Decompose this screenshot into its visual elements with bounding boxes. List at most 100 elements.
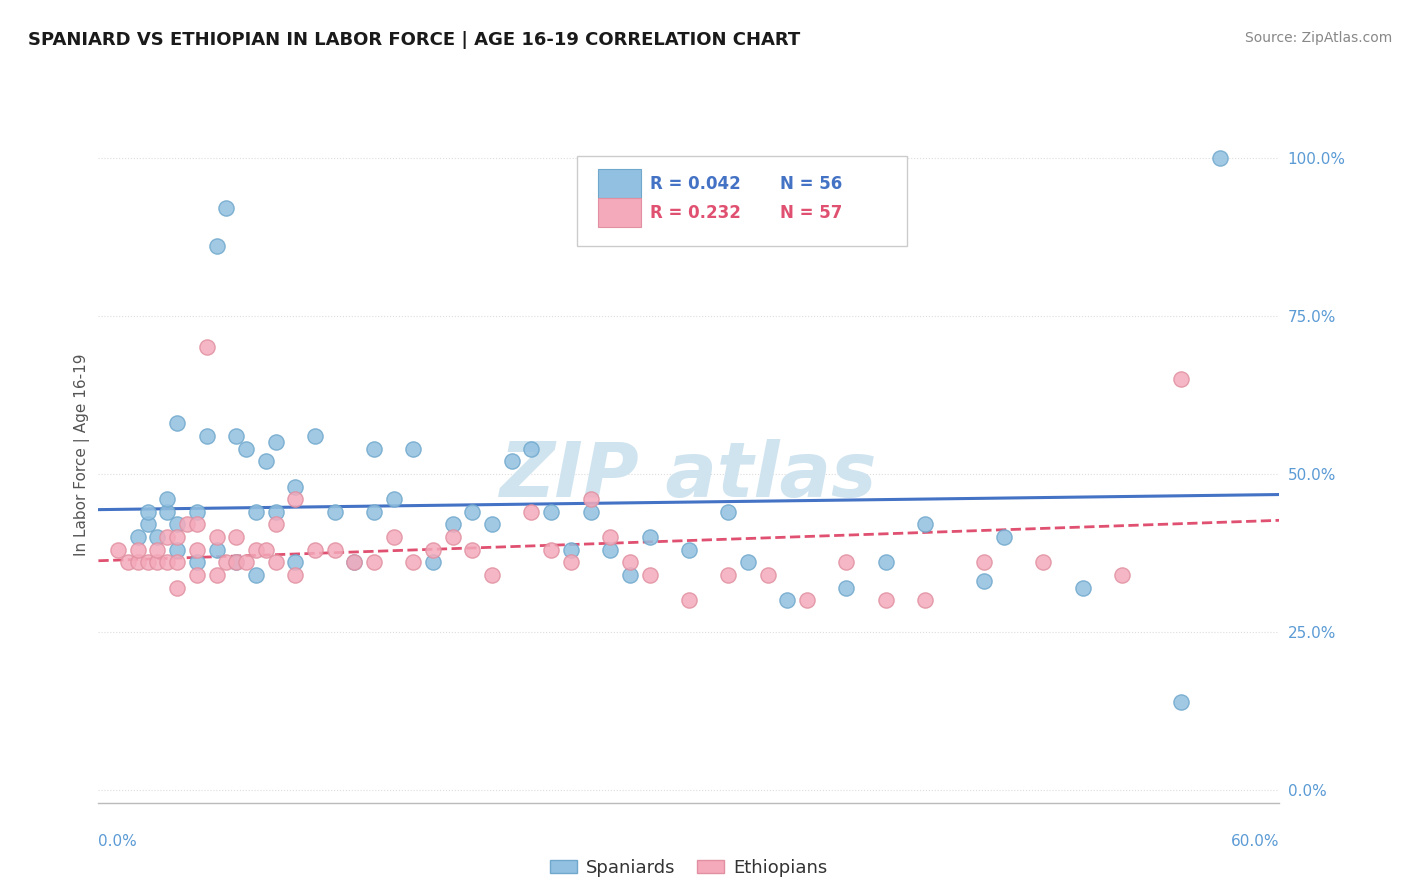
Point [156, 530, 179, 544]
Point [717, 505, 740, 519]
Text: R = 0.042: R = 0.042 [650, 175, 741, 193]
FancyBboxPatch shape [598, 198, 641, 227]
Point [402, 556, 425, 570]
Point [776, 593, 799, 607]
Point [461, 505, 484, 519]
Point [186, 556, 208, 570]
Point [402, 442, 425, 456]
Point [461, 542, 484, 557]
Point [245, 542, 267, 557]
Point [156, 505, 179, 519]
Point [599, 542, 621, 557]
Point [363, 556, 385, 570]
Point [1111, 568, 1133, 582]
Point [363, 505, 385, 519]
Point [737, 556, 759, 570]
Point [127, 542, 149, 557]
Legend: Spaniards, Ethiopians: Spaniards, Ethiopians [543, 852, 835, 884]
Point [520, 505, 543, 519]
Point [441, 517, 464, 532]
Point [215, 201, 238, 215]
Point [264, 505, 287, 519]
Point [107, 542, 129, 557]
Point [560, 542, 582, 557]
Point [343, 556, 366, 570]
Point [422, 542, 444, 557]
Point [225, 429, 247, 443]
Point [166, 517, 188, 532]
Point [254, 542, 277, 557]
Text: N = 57: N = 57 [780, 203, 842, 222]
Point [638, 530, 661, 544]
Point [638, 568, 661, 582]
Point [796, 593, 818, 607]
Point [235, 442, 257, 456]
Point [146, 542, 169, 557]
Text: 60.0%: 60.0% [1232, 834, 1279, 849]
Point [186, 542, 208, 557]
Point [756, 568, 779, 582]
Point [619, 556, 641, 570]
Point [599, 530, 621, 544]
Point [678, 542, 700, 557]
Point [156, 492, 179, 507]
Point [264, 517, 287, 532]
Point [875, 593, 897, 607]
Point [875, 556, 897, 570]
Point [284, 479, 307, 493]
Point [481, 517, 503, 532]
Point [717, 568, 740, 582]
Point [560, 556, 582, 570]
Point [678, 593, 700, 607]
Point [166, 530, 188, 544]
Point [973, 574, 995, 589]
Point [127, 556, 149, 570]
Point [540, 542, 562, 557]
Point [225, 530, 247, 544]
Point [363, 442, 385, 456]
Point [1209, 151, 1232, 165]
Point [156, 556, 179, 570]
Point [146, 530, 169, 544]
Point [284, 492, 307, 507]
Point [205, 239, 228, 253]
Point [382, 492, 405, 507]
Point [1170, 695, 1192, 709]
Point [323, 542, 346, 557]
Text: N = 56: N = 56 [780, 175, 842, 193]
Point [136, 517, 159, 532]
Point [264, 435, 287, 450]
Text: 0.0%: 0.0% [98, 834, 138, 849]
Point [195, 429, 218, 443]
Point [520, 442, 543, 456]
Point [166, 417, 188, 431]
Point [186, 568, 208, 582]
Point [304, 429, 326, 443]
Point [343, 556, 366, 570]
Text: Source: ZipAtlas.com: Source: ZipAtlas.com [1244, 31, 1392, 45]
Point [382, 530, 405, 544]
Point [215, 556, 238, 570]
Point [136, 505, 159, 519]
Text: R = 0.232: R = 0.232 [650, 203, 741, 222]
Point [166, 556, 188, 570]
Point [914, 517, 936, 532]
Point [117, 556, 139, 570]
Point [195, 340, 218, 354]
Point [166, 581, 188, 595]
Point [993, 530, 1015, 544]
Point [205, 542, 228, 557]
Point [205, 530, 228, 544]
Point [284, 556, 307, 570]
Point [579, 505, 602, 519]
FancyBboxPatch shape [576, 156, 907, 246]
Point [176, 517, 198, 532]
Point [264, 556, 287, 570]
Point [186, 517, 208, 532]
Point [186, 505, 208, 519]
Point [619, 568, 641, 582]
Point [914, 593, 936, 607]
Point [166, 542, 188, 557]
Point [225, 556, 247, 570]
Point [422, 556, 444, 570]
